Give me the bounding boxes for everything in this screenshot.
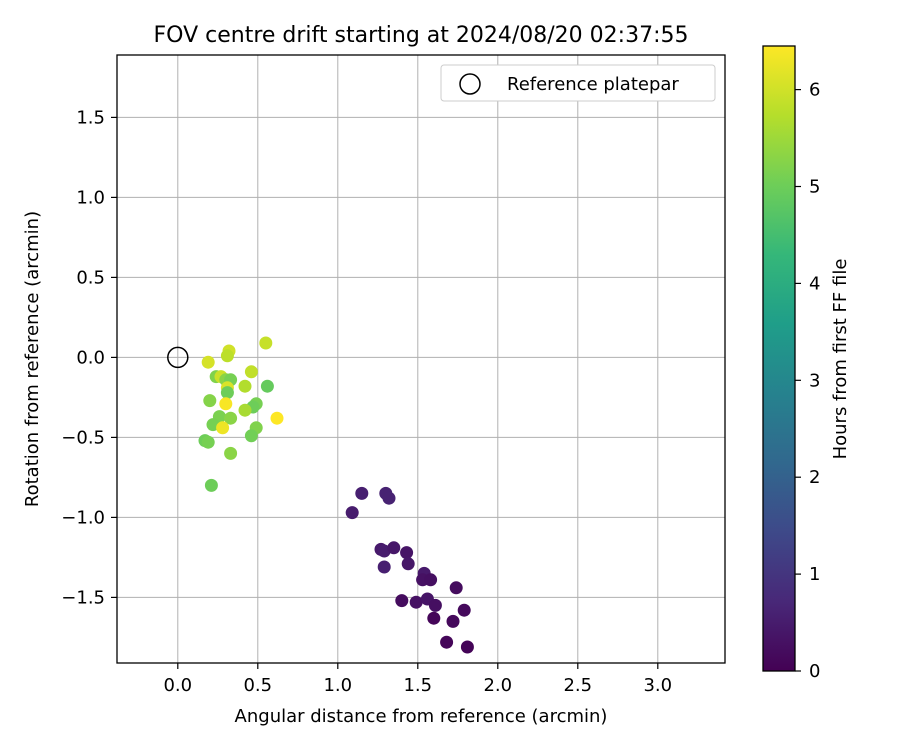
x-axis-ticks: 0.0 0.5 1.0 1.5 2.0 2.5 3.0 <box>163 663 672 696</box>
colorbar-tick-label: 0 <box>809 661 820 682</box>
plot-frame <box>116 54 726 664</box>
scatter-point <box>224 446 238 460</box>
colorbar-tick-label: 2 <box>809 467 820 488</box>
scatter-point <box>377 560 391 574</box>
scatter-point <box>204 478 218 492</box>
y-tick-label: 1.5 <box>76 107 105 128</box>
x-axis-label: Angular distance from reference (arcmin) <box>235 706 608 727</box>
scatter-point <box>220 349 234 363</box>
scatter-point <box>203 394 217 408</box>
legend-marker-icon <box>459 73 481 95</box>
scatter-point <box>224 411 238 425</box>
y-axis-ticks: −1.5 −1.0 −0.5 0.0 0.5 1.0 1.5 <box>61 107 117 608</box>
colorbar-ticks: 0 1 2 3 4 5 6 <box>795 80 820 682</box>
scatter-point <box>382 491 396 505</box>
scatter-point <box>446 614 460 628</box>
colorbar-tick-label: 5 <box>809 177 820 198</box>
scatter-point <box>219 397 233 411</box>
scatter-point <box>409 595 423 609</box>
legend-label: Reference platepar <box>507 74 679 95</box>
y-tick-label: −0.5 <box>61 427 105 448</box>
scatter-point <box>400 546 414 560</box>
scatter-point <box>395 594 409 608</box>
colorbar-tick-label: 6 <box>809 80 820 101</box>
x-tick-label: 0.0 <box>163 675 192 696</box>
scatter-point <box>238 403 252 417</box>
scatter-point <box>345 506 359 520</box>
scatter-point <box>401 557 415 571</box>
x-tick-label: 3.0 <box>643 675 672 696</box>
scatter-point <box>387 541 401 555</box>
x-tick-label: 2.0 <box>483 675 512 696</box>
legend-box <box>440 64 716 102</box>
colorbar-label: Hours from first FF file <box>830 259 851 460</box>
chart-title: FOV centre drift starting at 2024/08/20 … <box>154 23 689 48</box>
x-tick-label: 1.5 <box>403 675 432 696</box>
scatter-point <box>427 611 441 625</box>
reference-platepar-marker <box>167 346 189 369</box>
scatter-point <box>270 411 284 425</box>
scatter-point <box>244 365 258 379</box>
y-tick-label: 0.0 <box>76 347 105 368</box>
scatter-point <box>201 355 215 369</box>
data-points <box>198 336 474 654</box>
scatter-point <box>260 379 274 393</box>
y-tick-label: −1.0 <box>61 507 105 528</box>
scatter-point <box>355 486 369 500</box>
scatter-point <box>201 435 215 449</box>
plot-background <box>117 55 725 663</box>
colorbar-tick-label: 3 <box>809 370 820 391</box>
colorbar <box>762 45 796 672</box>
y-tick-label: 0.5 <box>76 267 105 288</box>
y-axis-label: Rotation from reference (arcmin) <box>22 211 43 507</box>
scatter-point <box>216 421 230 435</box>
colorbar-tick-label: 4 <box>809 273 820 294</box>
scatter-point <box>428 598 442 612</box>
scatter-point <box>259 336 273 350</box>
scatter-point <box>460 640 474 654</box>
scatter-point <box>449 581 463 595</box>
scatter-point <box>238 379 252 393</box>
grid-lines <box>117 55 725 663</box>
colorbar-tick-label: 1 <box>809 564 820 585</box>
y-tick-label: −1.5 <box>61 587 105 608</box>
x-tick-label: 2.5 <box>563 675 592 696</box>
y-tick-label: 1.0 <box>76 187 105 208</box>
x-tick-label: 1.0 <box>323 675 352 696</box>
scatter-point <box>457 603 471 617</box>
scatter-point <box>244 429 258 443</box>
scatter-point <box>220 386 234 400</box>
x-tick-label: 0.5 <box>243 675 272 696</box>
scatter-point <box>424 573 438 587</box>
legend: Reference platepar <box>440 64 716 102</box>
scatter-point <box>440 635 454 649</box>
